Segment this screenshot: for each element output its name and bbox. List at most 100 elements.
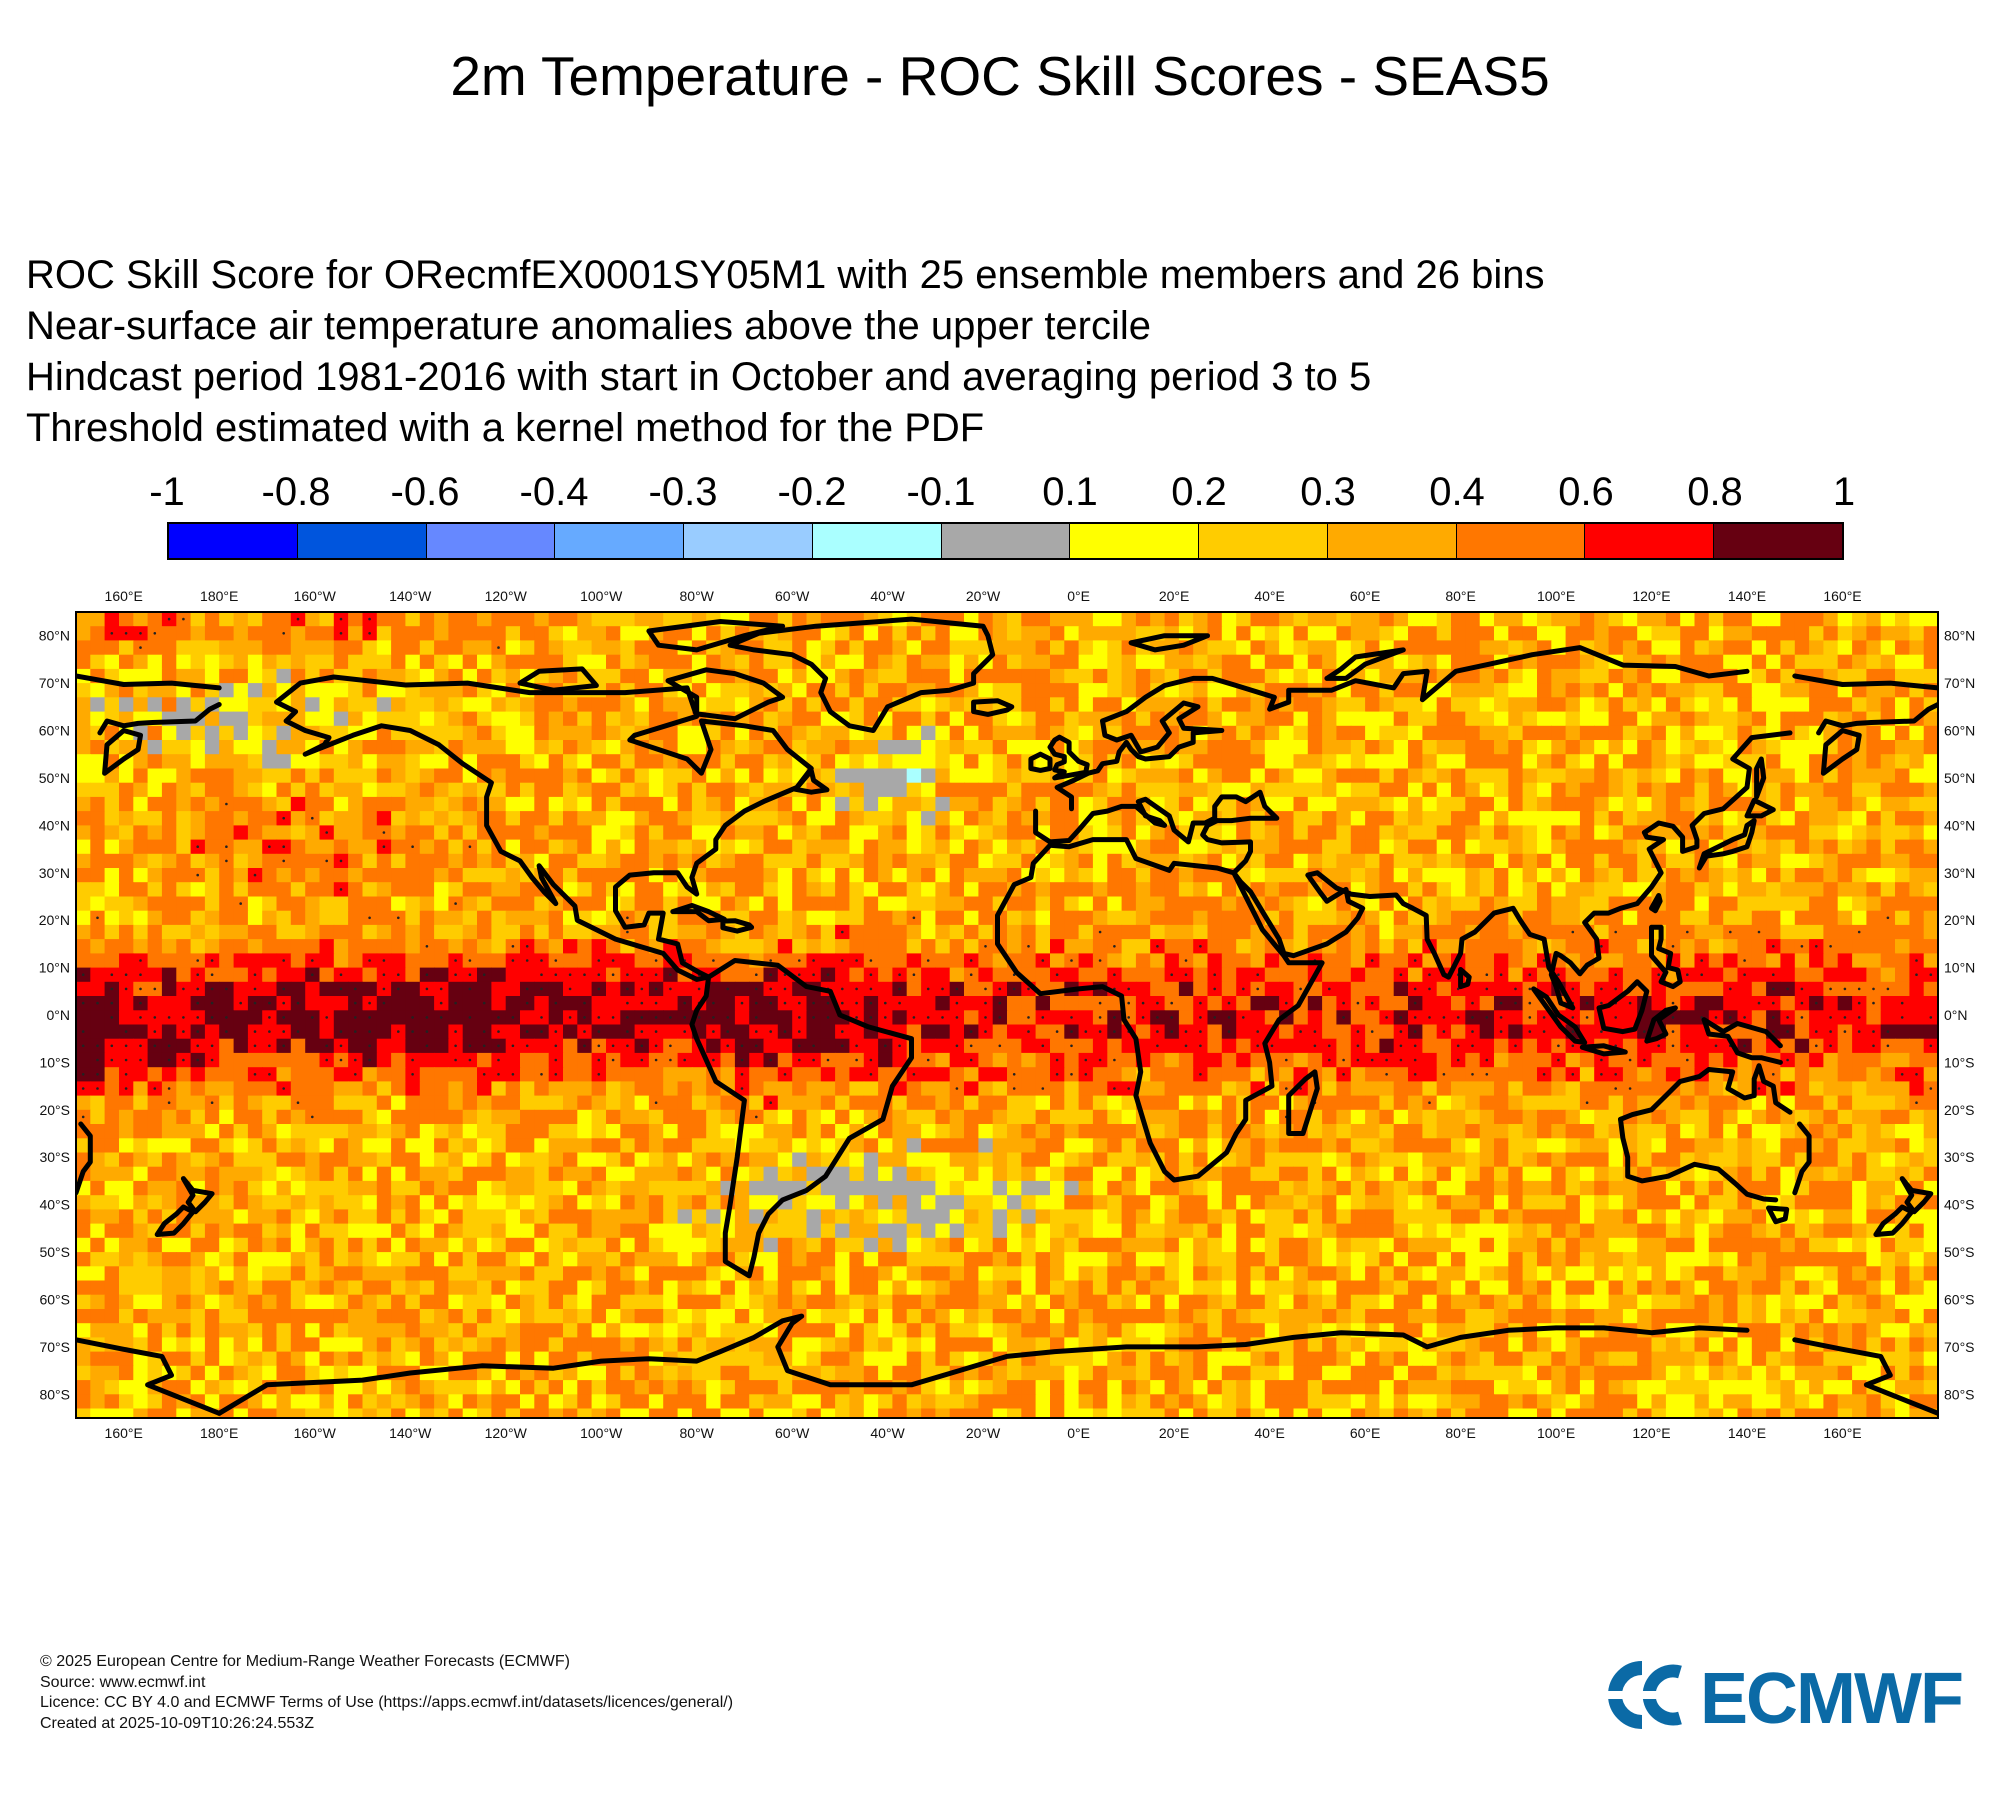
- grid-cell: [563, 1081, 578, 1097]
- grid-cell: [906, 626, 922, 641]
- grid-cell: [462, 996, 478, 1011]
- grid-cell: [1537, 1109, 1552, 1125]
- grid-cell: [1622, 953, 1638, 969]
- grid-cell: [477, 1052, 492, 1068]
- grid-cell: [620, 1067, 636, 1082]
- grid-cell: [1064, 683, 1080, 698]
- grid-cell: [1479, 896, 1495, 912]
- grid-cell: [1193, 953, 1209, 969]
- grid-cell: [734, 1010, 750, 1026]
- legend-bin: [555, 524, 685, 558]
- grid-cell: [290, 754, 306, 769]
- grid-cell: [462, 668, 478, 684]
- grid-cell: [720, 1052, 736, 1068]
- grid-cell: [1207, 626, 1223, 641]
- grid-cell: [978, 612, 994, 627]
- grid-cell: [906, 924, 922, 940]
- grid-cell: [863, 1095, 879, 1111]
- grid-cell: [362, 1138, 378, 1154]
- grid-cell: [219, 1124, 235, 1139]
- grid-cell: [563, 839, 578, 855]
- grid-cell: [1307, 740, 1323, 755]
- grid-cell: [1694, 1109, 1710, 1125]
- grid-cell: [1794, 626, 1810, 641]
- grid-cell: [1193, 924, 1209, 940]
- grid-cell: [978, 910, 994, 926]
- grid-cell: [1422, 1067, 1438, 1082]
- grid-cell: [777, 896, 793, 912]
- grid-cell: [1665, 725, 1681, 741]
- grid-cell: [1350, 796, 1366, 812]
- grid-cell: [233, 782, 249, 798]
- grid-cell: [1408, 967, 1423, 983]
- grid-cell: [1909, 853, 1925, 869]
- grid-cell: [1837, 626, 1853, 641]
- grid-cell: [1594, 711, 1610, 727]
- grid-cell: [1522, 825, 1538, 841]
- grid-cell: [992, 725, 1008, 741]
- grid-cell: [1737, 725, 1753, 741]
- grid-cell: [119, 1152, 134, 1168]
- grid-cell: [1336, 910, 1352, 926]
- grid-cell: [462, 683, 478, 698]
- grid-cell: [405, 967, 421, 983]
- grid-cell: [1336, 725, 1352, 741]
- grid-cell: [76, 1095, 91, 1111]
- grid-cell: [1107, 1138, 1123, 1154]
- grid-cell: [1680, 1124, 1696, 1139]
- grid-cell: [1236, 668, 1252, 684]
- grid-cell: [964, 768, 979, 784]
- grid-cell: [1035, 924, 1051, 940]
- grid-cell: [362, 654, 378, 670]
- grid-cell: [1150, 768, 1166, 784]
- grid-cell: [1064, 811, 1080, 826]
- grid-cell: [1264, 1124, 1280, 1139]
- grid-cell: [634, 953, 650, 969]
- grid-cell: [1780, 868, 1796, 883]
- grid-cell: [104, 697, 120, 713]
- grid-cell: [1092, 654, 1108, 670]
- grid-cell: [1579, 896, 1595, 912]
- grid-cell: [1723, 953, 1739, 969]
- grid-cell: [1622, 740, 1638, 755]
- grid-cell: [1537, 967, 1552, 983]
- grid-cell: [992, 882, 1008, 897]
- grid-cell: [906, 1038, 922, 1054]
- grid-cell: [878, 740, 893, 755]
- grid-cell: [1866, 882, 1882, 897]
- grid-cell: [305, 796, 321, 812]
- grid-cell: [863, 640, 879, 656]
- grid-cell: [1895, 740, 1910, 755]
- grid-cell: [190, 924, 206, 940]
- grid-cell: [247, 939, 263, 954]
- grid-cell: [534, 996, 550, 1011]
- grid-cell: [577, 1095, 593, 1111]
- grid-cell: [1050, 882, 1065, 897]
- grid-cell: [820, 1024, 836, 1040]
- grid-cell: [1508, 754, 1524, 769]
- grid-cell: [706, 725, 722, 741]
- grid-cell: [1379, 1109, 1395, 1125]
- grid-cell: [1694, 939, 1710, 954]
- grid-cell: [878, 754, 893, 769]
- grid-cell: [1852, 768, 1867, 784]
- grid-cell: [1651, 711, 1667, 727]
- grid-cell: [1107, 953, 1123, 969]
- grid-cell: [1565, 654, 1581, 670]
- grid-cell: [1379, 1138, 1395, 1154]
- grid-cell: [749, 853, 765, 869]
- grid-cell: [1279, 612, 1294, 627]
- grid-cell: [1164, 1052, 1180, 1068]
- grid-cell: [434, 754, 449, 769]
- grid-cell: [1465, 825, 1481, 841]
- grid-cell: [1522, 811, 1538, 826]
- grid-cell: [1579, 1024, 1595, 1040]
- grid-cell: [219, 1038, 235, 1054]
- grid-cell: [1064, 626, 1080, 641]
- grid-cell: [720, 725, 736, 741]
- grid-cell: [161, 1152, 177, 1168]
- grid-cell: [892, 740, 908, 755]
- grid-cell: [76, 853, 91, 869]
- grid-cell: [591, 711, 607, 727]
- grid-cell: [949, 711, 965, 727]
